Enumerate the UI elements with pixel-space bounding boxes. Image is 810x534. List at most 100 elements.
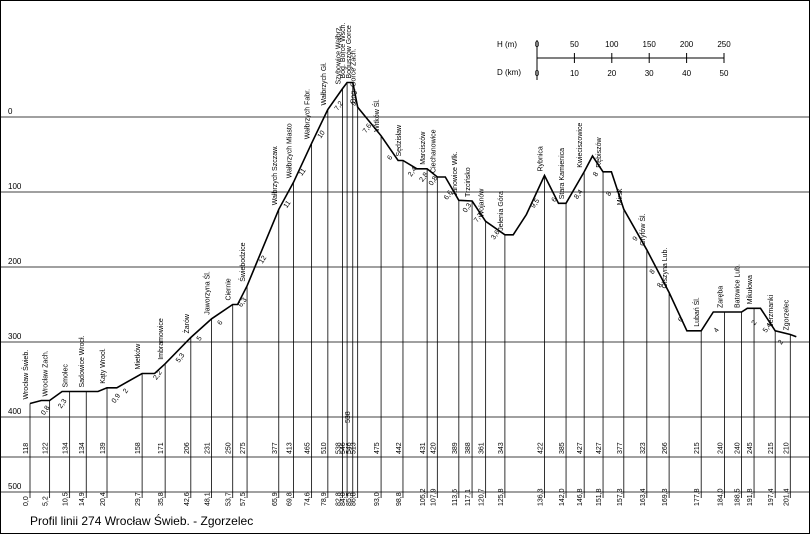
y-tick-label: 400 — [8, 407, 22, 416]
station-km: 188,5 — [735, 488, 742, 506]
station-name: Lubań Śl. — [692, 297, 701, 327]
station-name: Wrocław Świeb. — [21, 350, 30, 400]
station-height: 323 — [640, 442, 647, 454]
station-height: 538 — [336, 442, 343, 454]
station-name: Batowice Lub. — [735, 264, 742, 308]
scale-h-tick-label: 250 — [717, 40, 731, 49]
station-km: 35,8 — [158, 492, 165, 506]
station-height: 240 — [735, 442, 742, 454]
station-height: 442 — [396, 442, 403, 454]
y-tick-label: 200 — [8, 257, 22, 266]
station-km: 29,7 — [135, 492, 142, 506]
gradient-label: 6 — [551, 196, 559, 203]
scale-d-tick-label: 20 — [607, 69, 616, 78]
station-height: 546 — [346, 442, 353, 454]
station-km: 93,0 — [374, 492, 381, 506]
y-tick-label: 100 — [8, 182, 22, 191]
scale-h-tick-label: 50 — [570, 40, 579, 49]
station-name: Szybowice Wałbrz. — [336, 26, 343, 85]
station-name: Wałbrzych Miasto — [287, 123, 294, 178]
gradient-label: 8 — [592, 171, 600, 178]
station-km: 197,4 — [768, 488, 775, 506]
station-km: 0,0 — [23, 496, 30, 506]
station-km: 120,7 — [479, 488, 486, 506]
gradient-label: 9 — [632, 235, 640, 242]
gradient-label: 6,6 — [443, 189, 454, 201]
gradient-label: 5 — [196, 335, 204, 342]
station-km: 20,4 — [100, 492, 107, 506]
scale-h-label: H (m) — [497, 40, 517, 49]
elevation-profile-line — [29, 81, 797, 405]
gradient-label: 2 — [777, 339, 785, 346]
scale-bar: H (m) D (km) 0 0 50 10 100 20 150 30 200 40 250 50 — [497, 40, 731, 80]
gradient-label: 8,4 — [573, 189, 584, 201]
station-name: Olszyna Lub. — [662, 248, 669, 289]
station-name: Mirsk — [617, 188, 624, 205]
station-km: 201,4 — [783, 488, 790, 506]
y-tick-label: 300 — [8, 332, 22, 341]
station-km: 113,6 — [452, 489, 459, 506]
station-name: Żarów — [182, 313, 191, 333]
station-name: Ciechanowice — [430, 129, 437, 173]
station-names: Wrocław Świeb. Wrocław Zach. Smolec Sadowic… — [21, 22, 790, 399]
station-height: 431 — [420, 442, 427, 454]
scale-h-tick-label: 200 — [680, 40, 694, 49]
scale-d-tick-label: 50 — [720, 69, 729, 78]
gradient-label: 4 — [713, 327, 721, 334]
station-height: 245 — [747, 442, 754, 454]
station-km: 191,8 — [747, 488, 754, 506]
station-height: 413 — [287, 442, 294, 454]
station-km: 163,4 — [640, 488, 647, 506]
gradient-label: 7,6 — [362, 123, 373, 135]
gradient-label: 8 — [656, 282, 664, 289]
station-km: 125,8 — [498, 488, 505, 506]
station-height: 231 — [205, 442, 212, 454]
gradient-label: 0,3 — [462, 202, 473, 214]
station-name: Kąty Wrocł. — [100, 348, 107, 384]
station-height: 134 — [79, 442, 86, 454]
station-km: 42,6 — [184, 492, 191, 506]
gradient-label: 9,5 — [530, 198, 541, 210]
station-height: 215 — [768, 442, 775, 454]
station-height: 427 — [577, 442, 584, 454]
station-km: 53,7 — [226, 492, 233, 506]
station-name: Mietków — [135, 343, 142, 370]
station-name: Jelenia Góra — [498, 191, 505, 231]
station-km: 169,3 — [662, 488, 669, 506]
station-name: Trzcińsko — [465, 167, 472, 197]
station-height: 118 — [23, 443, 30, 454]
station-km: 82,8 — [336, 492, 343, 506]
station-name: Rybnica — [538, 146, 545, 171]
chart-caption: Profil linii 274 Wrocław Świeb. - Zgorze… — [30, 513, 253, 528]
station-name: Imbramowice — [158, 318, 165, 360]
station-name: Kwieciszowice — [577, 123, 584, 168]
station-name: Gryfów Śl. — [638, 213, 647, 245]
y-tick-label: 0 — [8, 107, 13, 116]
station-kilometers: 0,0 5,2 10,5 14,9 20,4 29,7 35,8 42,6 48,1 53,7 57… — [23, 488, 790, 506]
station-km: 10,5 — [63, 492, 70, 506]
station-height: 389 — [452, 442, 459, 454]
station-height: 475 — [374, 442, 381, 454]
station-km: 105,2 — [420, 488, 427, 506]
bottom-height-label: 538 — [345, 411, 352, 423]
gradient-label: 12 — [258, 255, 268, 265]
station-height: 275 — [240, 442, 247, 454]
station-height: 122 — [43, 442, 50, 454]
gradient-label: 3,6 — [490, 229, 501, 241]
station-km: 57,5 — [240, 492, 247, 506]
station-km: 84,0 — [340, 492, 347, 506]
station-height: 422 — [538, 442, 545, 454]
gradient-label: 0,8 — [40, 405, 51, 417]
station-height: 385 — [559, 442, 566, 454]
station-km: 98,8 — [396, 492, 403, 506]
gradient-label: 11 — [283, 200, 293, 210]
scale-h-tick-label: 100 — [605, 40, 619, 49]
gradient-label: 2 — [751, 319, 759, 326]
station-name: Sędzisław — [396, 124, 403, 156]
gradient-label: 7,7 — [473, 212, 484, 224]
gradient-label: 6 — [677, 316, 685, 323]
station-km: 69,8 — [287, 492, 294, 506]
station-name: Wałbrzych Gł. — [321, 62, 328, 105]
